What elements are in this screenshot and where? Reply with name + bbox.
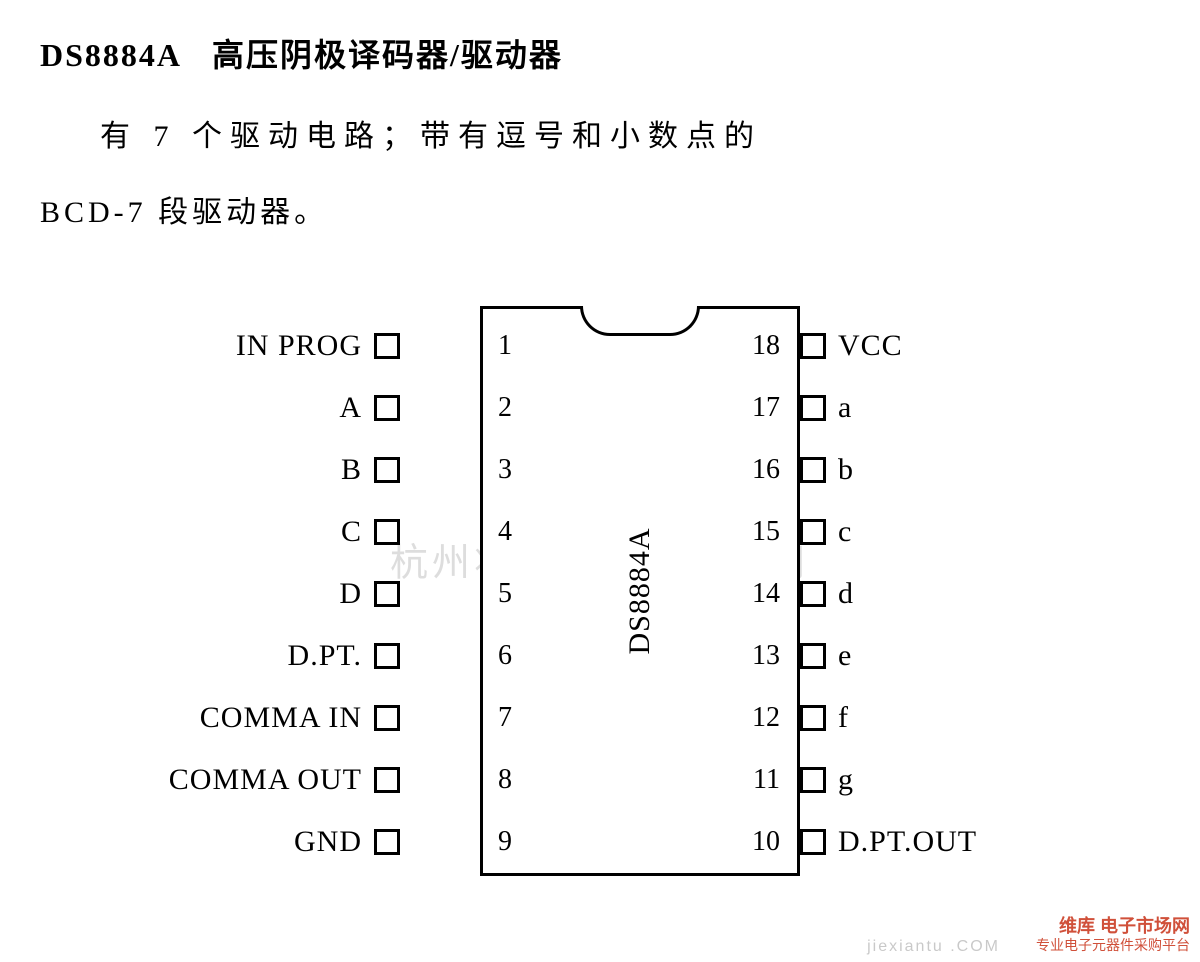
pin-left-8: COMMA OUT	[0, 765, 400, 795]
pin-right-17: a	[800, 393, 1200, 423]
pin-left-1: IN PROG	[0, 331, 400, 361]
pin-number: 17	[740, 392, 780, 424]
pin-right-13: e	[800, 641, 1200, 671]
pin-number: 5	[498, 578, 538, 610]
footer-sub: jiexiantu .COM	[867, 938, 1000, 956]
pin-left-7: COMMA IN	[0, 703, 400, 733]
pin-right-10: D.PT.OUT	[800, 827, 1200, 857]
pin-number: 10	[740, 826, 780, 858]
chip-label: DS8884A	[623, 527, 657, 654]
pin-number: 16	[740, 454, 780, 486]
pin-number: 2	[498, 392, 538, 424]
pin-box-icon	[800, 767, 826, 793]
pin-label: d	[838, 577, 854, 611]
page-title: DS8884A 高压阴极译码器/驱动器	[40, 30, 1160, 76]
pin-number: 12	[740, 702, 780, 734]
pin-number: 13	[740, 640, 780, 672]
pin-number: 9	[498, 826, 538, 858]
description-line-1: 有 7 个驱动电路；带有逗号和小数点的	[40, 104, 1160, 170]
pin-label: g	[838, 763, 854, 797]
description-line-2: BCD-7 段驱动器。	[40, 180, 1160, 246]
pin-box-icon	[374, 457, 400, 483]
pin-label: IN PROG	[236, 329, 362, 363]
pin-box-icon	[800, 705, 826, 731]
pin-right-16: b	[800, 455, 1200, 485]
pin-box-icon	[800, 333, 826, 359]
pin-box-icon	[374, 333, 400, 359]
chip-notch	[580, 306, 700, 336]
pin-box-icon	[374, 519, 400, 545]
part-number: DS8884A	[40, 37, 182, 73]
title-cn: 高压阴极译码器/驱动器	[212, 37, 563, 73]
pin-box-icon	[374, 829, 400, 855]
pin-box-icon	[374, 705, 400, 731]
pin-label: VCC	[838, 329, 903, 363]
pin-label: B	[341, 453, 362, 487]
pin-box-icon	[800, 581, 826, 607]
pin-left-6: D.PT.	[0, 641, 400, 671]
pin-right-11: g	[800, 765, 1200, 795]
pin-number: 11	[740, 764, 780, 796]
pin-label: D.PT.OUT	[838, 825, 977, 859]
pin-box-icon	[374, 395, 400, 421]
pin-right-12: f	[800, 703, 1200, 733]
pin-number: 18	[740, 330, 780, 362]
pin-right-15: c	[800, 517, 1200, 547]
pin-label: D	[339, 577, 362, 611]
pin-number: 6	[498, 640, 538, 672]
pin-number: 15	[740, 516, 780, 548]
pin-label: GND	[294, 825, 362, 859]
pin-left-9: GND	[0, 827, 400, 857]
pin-number: 14	[740, 578, 780, 610]
pin-label: f	[838, 701, 849, 735]
pin-label: a	[838, 391, 852, 425]
pin-box-icon	[374, 643, 400, 669]
pin-label: COMMA OUT	[169, 763, 362, 797]
pin-left-2: A	[0, 393, 400, 423]
pin-box-icon	[800, 395, 826, 421]
pin-box-icon	[800, 643, 826, 669]
chip-diagram: 杭州将睿科技有限公司 DS8884A IN PROG1A2B3C4D5D.PT.…	[40, 286, 1160, 906]
pin-label: A	[339, 391, 362, 425]
pin-left-5: D	[0, 579, 400, 609]
pin-number: 3	[498, 454, 538, 486]
pin-number: 4	[498, 516, 538, 548]
pin-box-icon	[800, 519, 826, 545]
footer-brand-top: 维库 电子市场网	[1036, 916, 1190, 938]
footer-brand-bottom: 专业电子元器件采购平台	[1036, 937, 1190, 954]
pin-left-3: B	[0, 455, 400, 485]
pin-label: D.PT.	[288, 639, 362, 673]
pin-box-icon	[374, 581, 400, 607]
pin-box-icon	[800, 457, 826, 483]
pin-label: COMMA IN	[200, 701, 362, 735]
pin-label: c	[838, 515, 852, 549]
pin-right-18: VCC	[800, 331, 1200, 361]
pin-number: 1	[498, 330, 538, 362]
footer-brand: 维库 电子市场网 专业电子元器件采购平台	[1036, 916, 1190, 954]
pin-number: 8	[498, 764, 538, 796]
pin-label: b	[838, 453, 854, 487]
pin-box-icon	[800, 829, 826, 855]
pin-label: C	[341, 515, 362, 549]
pin-right-14: d	[800, 579, 1200, 609]
pin-box-icon	[374, 767, 400, 793]
pin-number: 7	[498, 702, 538, 734]
pin-left-4: C	[0, 517, 400, 547]
pin-label: e	[838, 639, 852, 673]
